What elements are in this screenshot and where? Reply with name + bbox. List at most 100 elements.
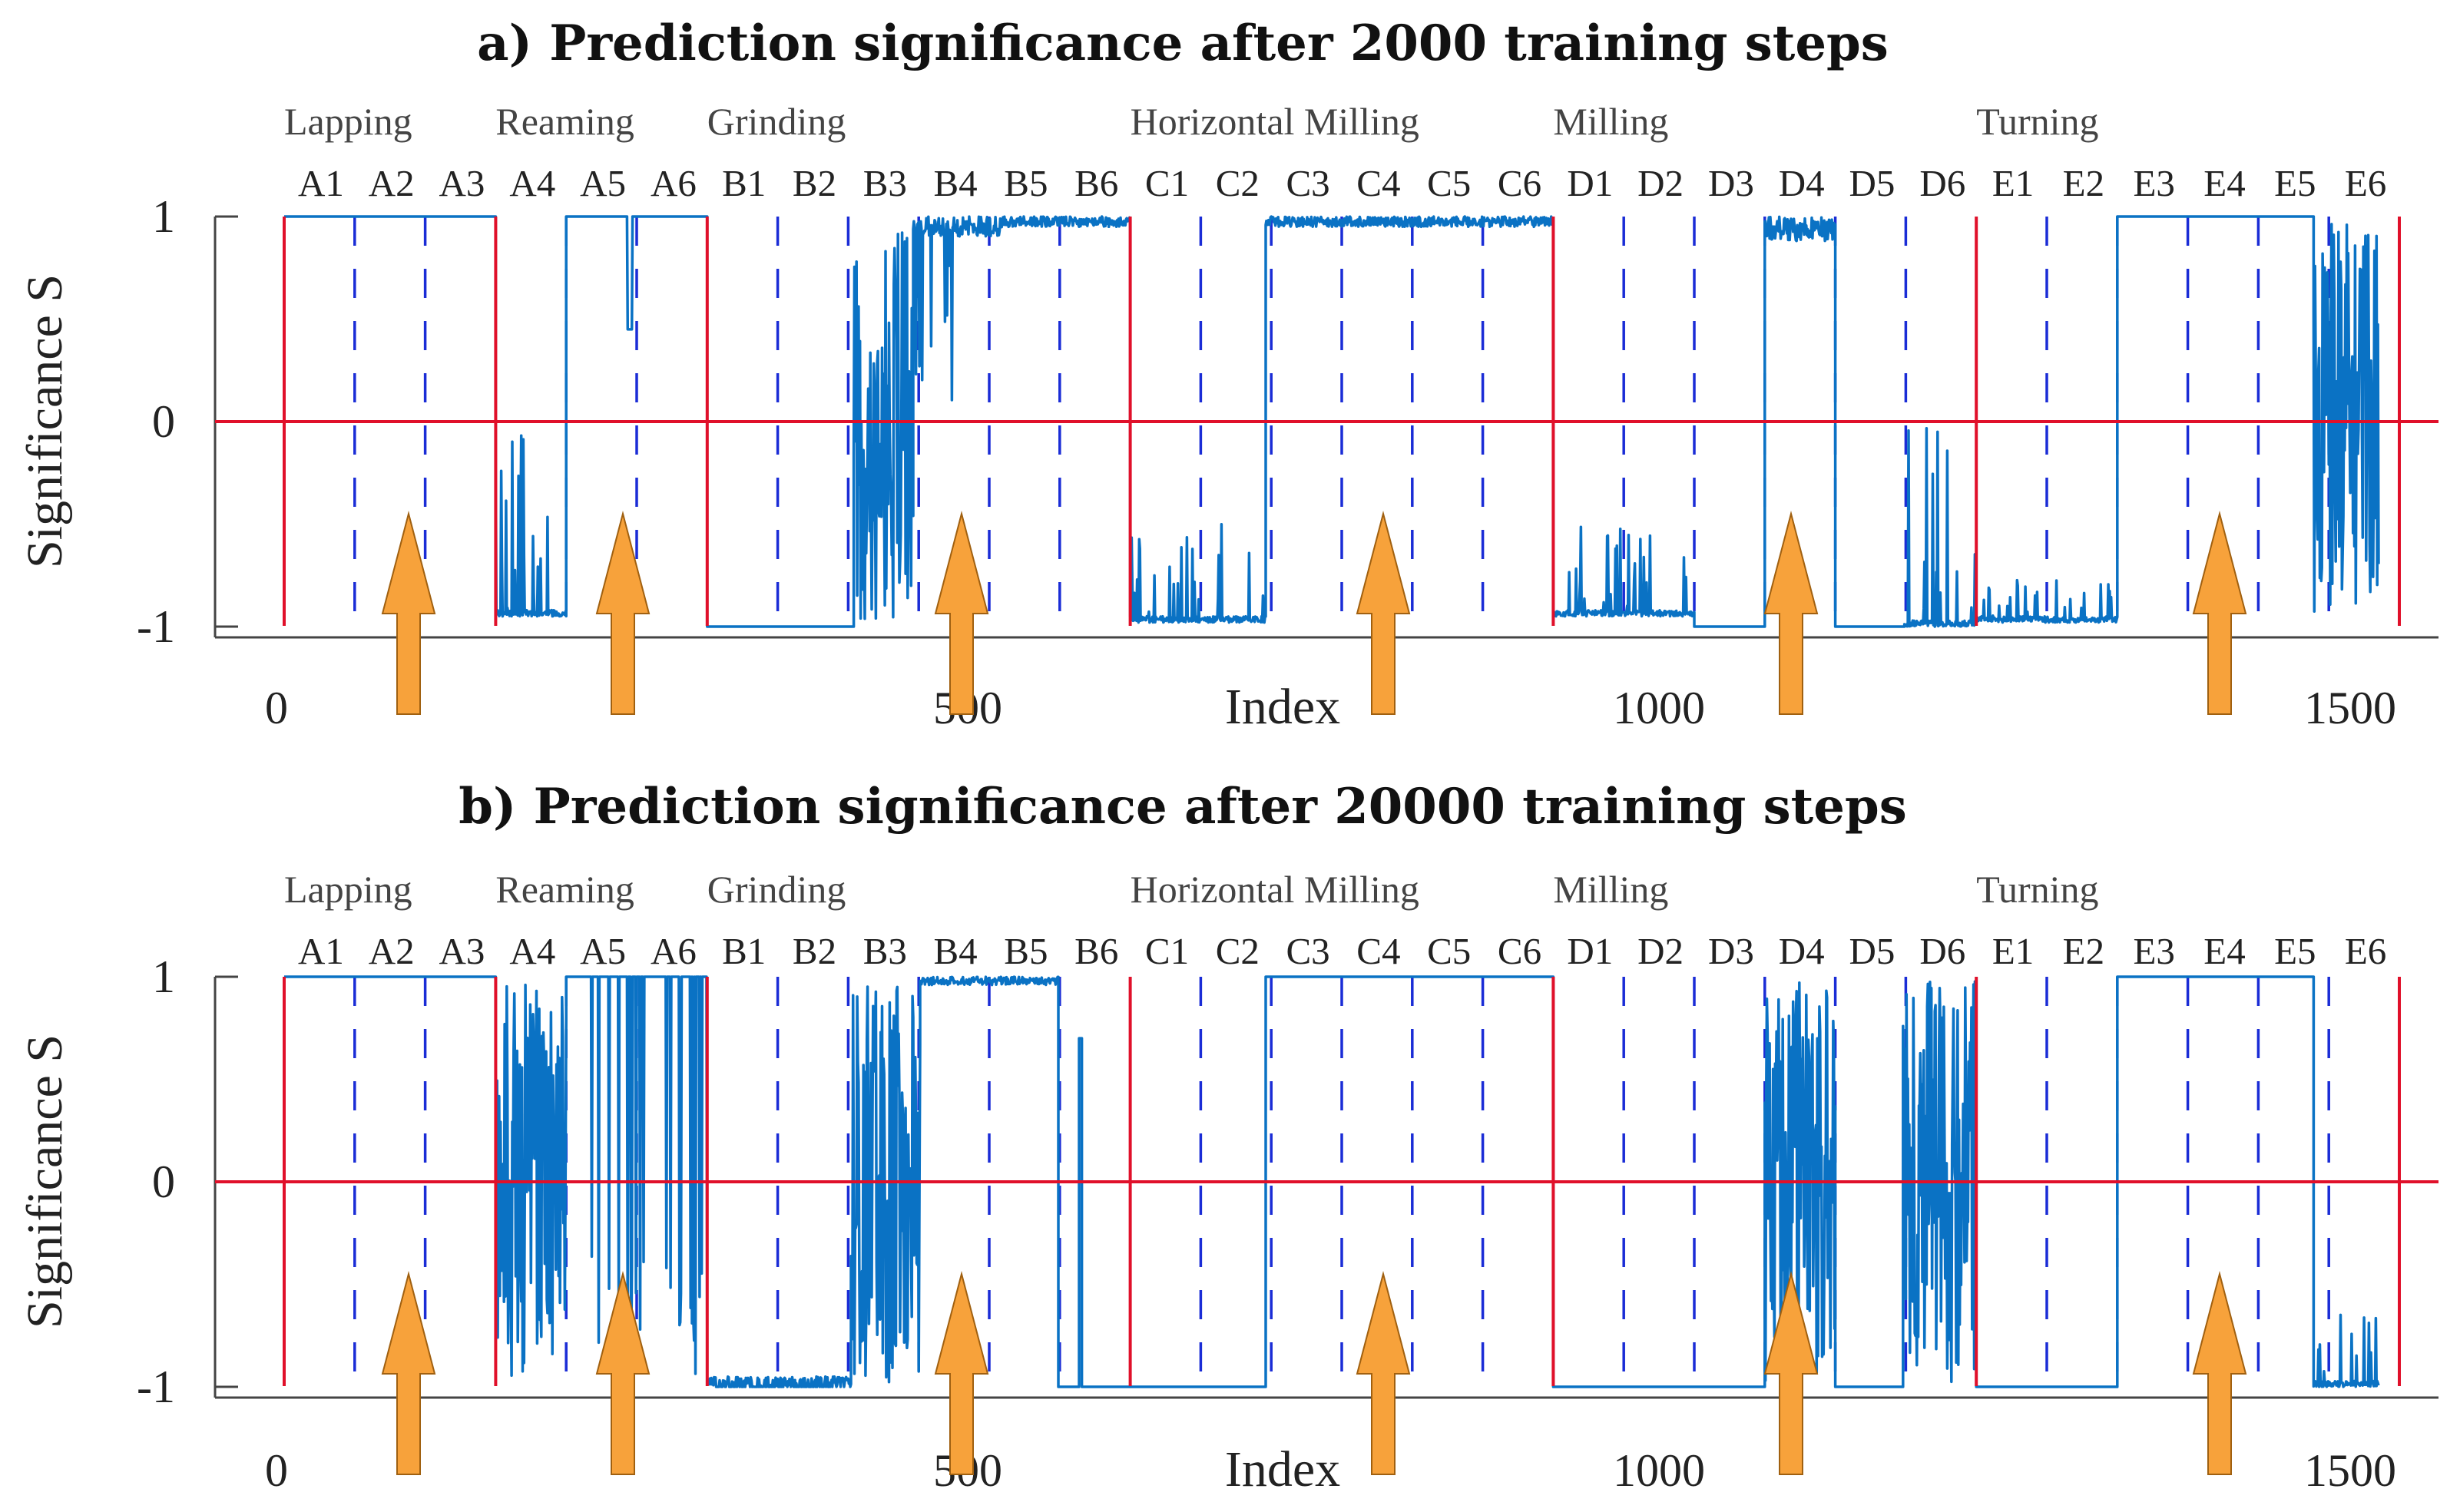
arrow-icon [595, 511, 651, 715]
segment-label: A6 [651, 162, 697, 204]
segment-label: C3 [1286, 162, 1330, 204]
x-axis-label: Index [1225, 679, 1340, 735]
segment-label: B3 [863, 930, 907, 972]
segment-label: A4 [509, 162, 555, 204]
segment-label: B2 [793, 162, 836, 204]
y-tick-label: 1 [152, 191, 175, 242]
segment-label: D6 [1919, 162, 1965, 204]
x-tick-label: 1000 [1613, 1445, 1705, 1496]
segment-label: D3 [1708, 162, 1754, 204]
segment-label: A6 [651, 930, 697, 972]
group-label: Milling [1553, 868, 1668, 911]
segment-label: E2 [2063, 162, 2104, 204]
x-tick-label: 0 [265, 683, 288, 733]
group-label: Grinding [707, 100, 846, 143]
group-label: Turning [1976, 868, 2098, 911]
x-tick-label: 0 [265, 1445, 288, 1496]
group-label: Grinding [707, 868, 846, 911]
segment-label: E4 [2203, 930, 2245, 972]
segment-label: E4 [2203, 162, 2245, 204]
y-tick-label: 0 [152, 396, 175, 447]
group-label: Lapping [284, 100, 412, 143]
segment-label: C5 [1427, 930, 1471, 972]
y-tick-label: 1 [152, 951, 175, 1002]
arrow-icon [1763, 1271, 1819, 1475]
group-label: Horizontal Milling [1131, 868, 1419, 911]
segment-label: D2 [1637, 162, 1684, 204]
segment-label: E6 [2345, 162, 2386, 204]
segment-label: C4 [1356, 930, 1400, 972]
segment-label: B5 [1004, 162, 1048, 204]
x-tick-label: 1000 [1613, 683, 1705, 733]
arrow-icon [934, 1271, 989, 1475]
segment-label: A1 [298, 162, 344, 204]
y-tick-label: 0 [152, 1156, 175, 1207]
arrow-icon [1763, 511, 1819, 715]
segment-label: E5 [2274, 162, 2316, 204]
segment-label: E3 [2133, 930, 2174, 972]
series-line [283, 215, 2380, 628]
segment-label: B4 [934, 930, 978, 972]
segment-label: D1 [1567, 930, 1613, 972]
segment-label: C2 [1216, 162, 1260, 204]
arrow-icon [934, 511, 989, 715]
segment-label: E5 [2274, 930, 2316, 972]
segment-label: C2 [1216, 930, 1260, 972]
arrow-icon [1356, 1271, 1411, 1475]
y-tick-label: -1 [137, 601, 175, 652]
segment-label: B5 [1004, 930, 1048, 972]
segment-label: A1 [298, 930, 344, 972]
segment-label: C5 [1427, 162, 1471, 204]
segment-label: B4 [934, 162, 978, 204]
segment-label: A4 [509, 930, 555, 972]
group-label: Turning [1976, 100, 2098, 143]
segment-label: C6 [1498, 162, 1541, 204]
segment-label: B1 [722, 930, 766, 972]
segment-label: D5 [1849, 930, 1895, 972]
segment-label: D4 [1779, 162, 1825, 204]
y-axis-label: Significance S [17, 1034, 73, 1328]
group-label: Reaming [495, 868, 634, 911]
segment-label: B6 [1074, 930, 1118, 972]
y-axis-label: Significance S [17, 274, 73, 568]
segment-label: A3 [439, 930, 485, 972]
arrow-icon [1356, 511, 1411, 715]
segment-label: C1 [1145, 930, 1189, 972]
segment-label: A5 [580, 162, 626, 204]
segment-label: A5 [580, 930, 626, 972]
group-label: Reaming [495, 100, 634, 143]
segment-label: B1 [722, 162, 766, 204]
segment-label: E1 [1992, 930, 2034, 972]
segment-label: D5 [1849, 162, 1895, 204]
chart-title: a) Prediction significance after 2000 tr… [477, 15, 1889, 72]
segment-label: B3 [863, 162, 907, 204]
segment-label: A2 [369, 162, 415, 204]
segment-label: E3 [2133, 162, 2174, 204]
segment-label: B6 [1074, 162, 1118, 204]
group-label: Horizontal Milling [1131, 100, 1419, 143]
panel-b: b) Prediction significance after 20000 t… [17, 778, 2438, 1497]
arrow-icon [381, 511, 436, 715]
group-label: Milling [1553, 100, 1668, 143]
group-label: Lapping [284, 868, 412, 911]
segment-label: B2 [793, 930, 836, 972]
segment-label: D1 [1567, 162, 1613, 204]
segment-label: C1 [1145, 162, 1189, 204]
segment-label: C6 [1498, 930, 1541, 972]
x-axis-label: Index [1225, 1441, 1340, 1497]
y-tick-label: -1 [137, 1361, 175, 1412]
series-line [283, 975, 2380, 1388]
segment-label: E2 [2063, 930, 2104, 972]
segment-label: C4 [1356, 162, 1400, 204]
segment-label: D4 [1779, 930, 1825, 972]
segment-label: E1 [1992, 162, 2034, 204]
arrow-icon [2192, 511, 2247, 715]
segment-label: E6 [2345, 930, 2386, 972]
x-tick-label: 1500 [2304, 1445, 2396, 1496]
segment-label: A2 [369, 930, 415, 972]
segment-label: C3 [1286, 930, 1330, 972]
x-tick-label: 1500 [2304, 683, 2396, 733]
chart-title: b) Prediction significance after 20000 t… [459, 778, 1906, 835]
panel-a: a) Prediction significance after 2000 tr… [17, 15, 2438, 735]
